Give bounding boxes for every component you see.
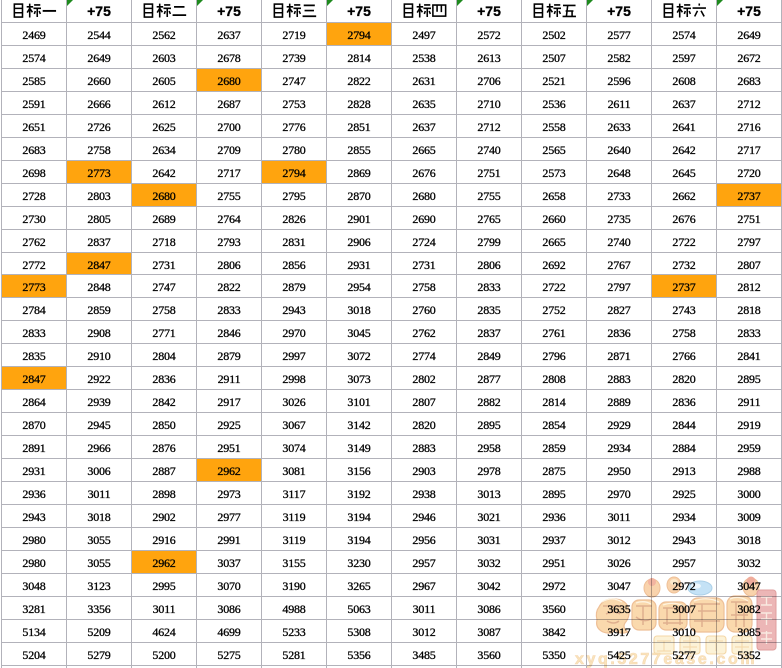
svg-text:xyq.5277ease.com: xyq.5277ease.com bbox=[575, 651, 757, 668]
